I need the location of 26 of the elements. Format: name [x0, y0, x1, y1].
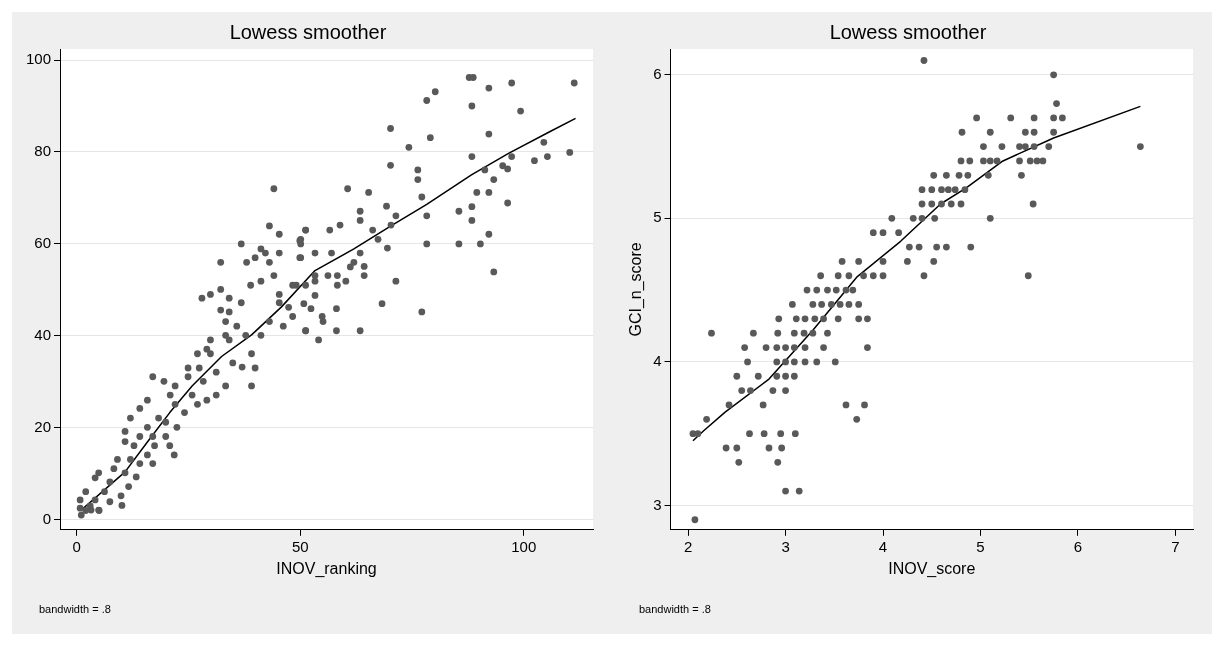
x-axis-title: INOV_score	[888, 559, 976, 578]
y-tick-label: 3	[653, 495, 662, 513]
y-tick-label: 20	[34, 417, 52, 435]
x-tick-label: 50	[291, 537, 309, 555]
y-tick-label: 0	[42, 509, 52, 527]
text: bandwidth = .8	[639, 603, 711, 615]
chart-title: Lowess smoother	[229, 20, 387, 43]
x-tick-label: 6	[1073, 537, 1083, 555]
y-tick-label: 80	[34, 142, 52, 160]
x-tick-label: 100	[511, 537, 537, 555]
chart-title: Lowess smoother	[829, 20, 987, 43]
text: bandwidth = .8	[39, 603, 111, 615]
x-tick-label: 7	[1171, 537, 1180, 555]
y-tick-label: 40	[34, 325, 52, 343]
y-axis-title: GCI_n_score	[627, 242, 646, 337]
x-tick-label: 0	[72, 537, 81, 555]
x-tick-label: 3	[781, 537, 790, 555]
x-axis-title: INOV_ranking	[276, 559, 377, 578]
y-tick-label: 4	[653, 352, 662, 370]
x-tick-label: 4	[878, 537, 888, 555]
x-tick-label: 5	[976, 537, 985, 555]
y-tick-label: 6	[653, 64, 662, 82]
x-tick-label: 2	[683, 537, 693, 555]
y-tick-label: 60	[34, 234, 52, 252]
y-tick-label: 5	[653, 208, 662, 226]
y-tick-label: 100	[26, 50, 52, 68]
